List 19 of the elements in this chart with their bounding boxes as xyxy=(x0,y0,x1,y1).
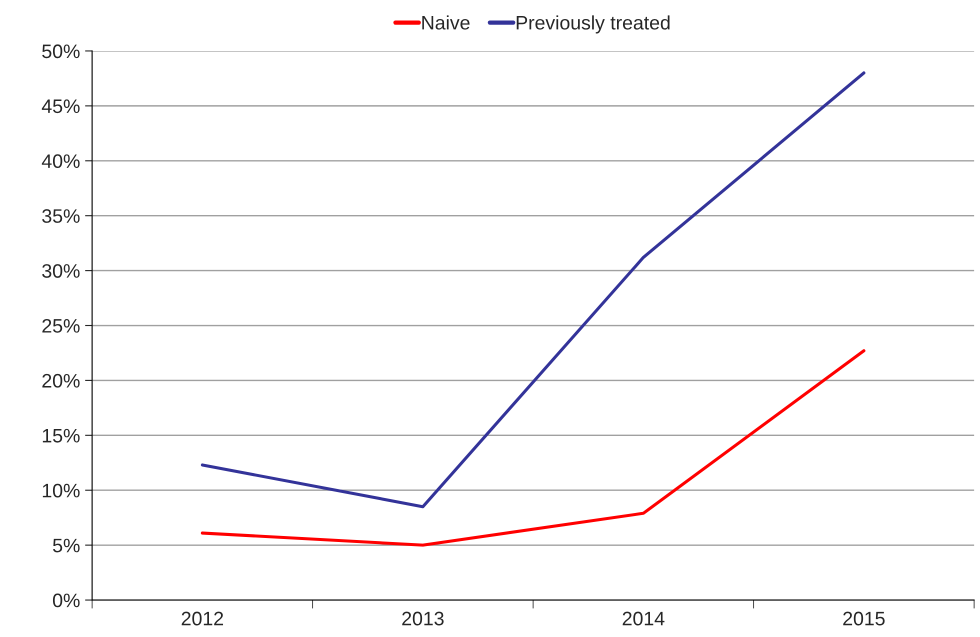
y-tick-label: 5% xyxy=(52,538,80,552)
y-tick-label: 30% xyxy=(42,264,80,278)
y-tick-label: 20% xyxy=(42,374,80,388)
x-tick-label: 2013 xyxy=(402,612,444,626)
legend-label: Previously treated xyxy=(516,15,670,34)
y-tick-label: 25% xyxy=(42,318,80,333)
y-tick-label: 50% xyxy=(42,44,80,58)
line-series xyxy=(200,349,866,547)
x-tick-label: 2014 xyxy=(622,612,664,626)
x-tick-label: 2012 xyxy=(182,612,224,626)
y-tick-label: 0% xyxy=(52,594,80,608)
y-tick-label: 45% xyxy=(42,99,80,114)
y-tick-label: 10% xyxy=(42,484,80,498)
x-tick-label: 2015 xyxy=(843,612,885,626)
y-tick-label: 35% xyxy=(42,209,80,223)
y-tick-label: 40% xyxy=(42,154,80,168)
y-tick-label: 15% xyxy=(42,428,80,443)
line-series xyxy=(200,71,866,508)
legend-label: Naive xyxy=(422,15,470,30)
